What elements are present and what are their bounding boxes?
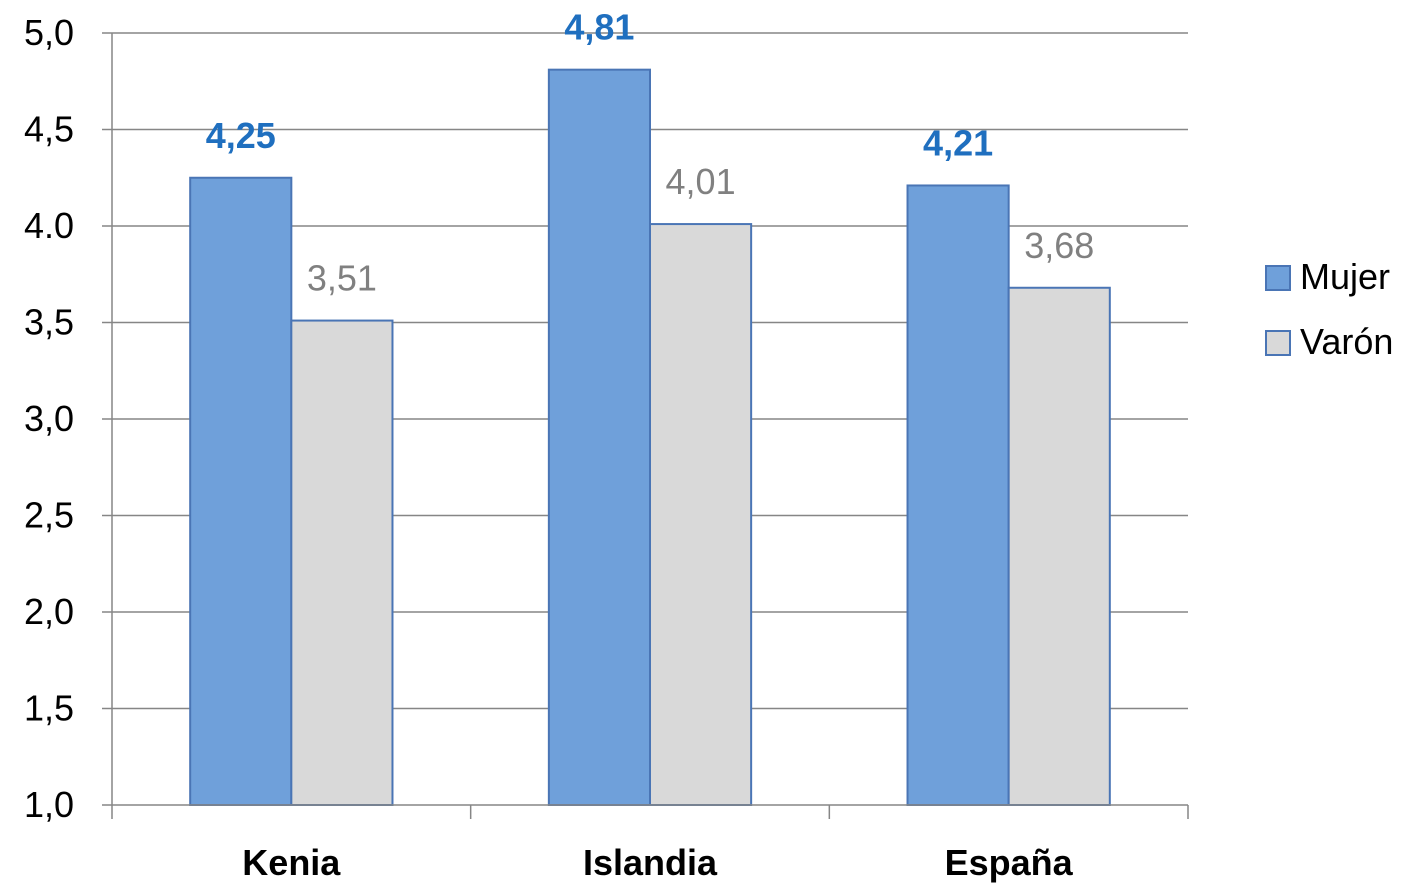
bar-mujer-espa-a — [906, 184, 1010, 807]
y-tick-label: 1,0 — [24, 784, 74, 825]
y-tick-label: 5,0 — [24, 12, 74, 53]
data-label: 4,21 — [923, 122, 993, 163]
bar-var-n-espa-a — [1007, 286, 1111, 806]
legend-label: Mujer — [1300, 256, 1390, 297]
y-tick-label: 2,5 — [24, 495, 74, 536]
data-label: 3,51 — [307, 258, 377, 299]
x-category-label: Islandia — [583, 842, 718, 883]
axes: 1,0 1,5 2,0 2,5 3,0 3,5 4.0 4,5 5,0 Kenia Islandia… — [24, 12, 1189, 883]
x-category-label: España — [945, 842, 1074, 883]
bar-mujer-islandia — [547, 68, 652, 807]
legend-swatch — [1265, 265, 1291, 291]
data-label: 4,81 — [564, 7, 634, 48]
y-tick-label: 3,0 — [24, 398, 74, 439]
bar-var-n-kenia — [290, 319, 394, 806]
y-tick-label: 1,5 — [24, 688, 74, 729]
bars — [189, 68, 1111, 807]
data-label: 4,01 — [666, 161, 736, 202]
y-tick-label: 2,0 — [24, 591, 74, 632]
legend-swatch — [1265, 330, 1291, 356]
y-tick-label: 4.0 — [24, 205, 74, 246]
bar-var-n-islandia — [649, 223, 753, 806]
x-category-label: Kenia — [242, 842, 341, 883]
bar-mujer-kenia — [189, 176, 293, 806]
legend: Mujer Varón — [1265, 256, 1393, 362]
y-tick-label: 4,5 — [24, 109, 74, 150]
legend-label: Varón — [1300, 321, 1393, 362]
data-label: 4,25 — [206, 115, 276, 156]
data-label: 3,68 — [1024, 225, 1094, 266]
data-labels: 4,25 3,51 4,81 4,01 4,21 3,68 — [206, 7, 1095, 299]
y-tick-label: 3,5 — [24, 302, 74, 343]
